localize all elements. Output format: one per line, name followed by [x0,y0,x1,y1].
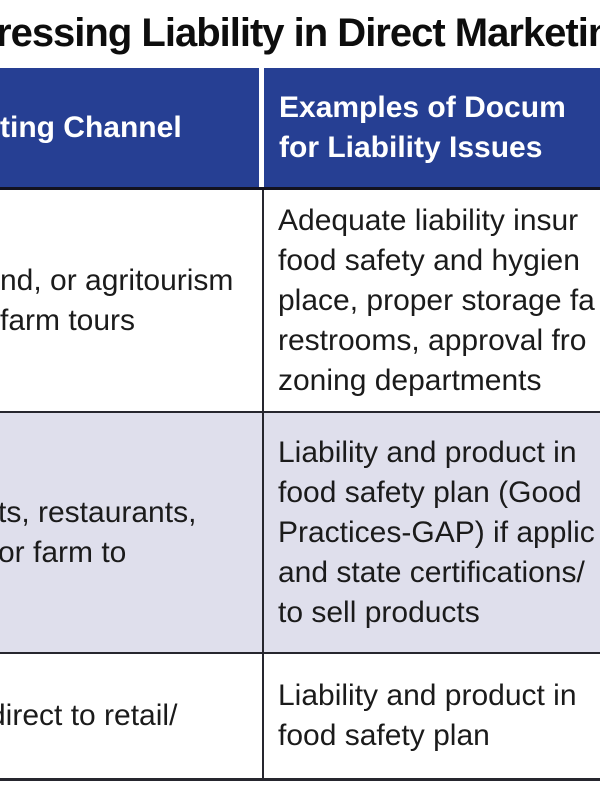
docs-text: and state certifications/ [278,555,585,589]
channel-text: farm tours [0,303,136,337]
header-docs-label-line1: Examples of Docum [279,90,566,124]
docs-text: place, proper storage fa [278,283,595,317]
docs-cell: Liability and product in food safety pla… [262,654,600,778]
docs-cell: Adequate liability insur food safety and… [262,190,600,411]
header-docs-label-line2: for Liability Issues [279,130,543,164]
header-channel-label: ting Channel [0,110,182,144]
docs-cell: Liability and product in food safety pla… [262,413,600,652]
channel-cell: ts, restaurants, or farm to [0,413,262,652]
page-title: ressing Liability in Direct Marketin [0,11,600,55]
channel-cell: nd, or agritourism farm tours [0,190,262,411]
channel-text: ts, restaurants, [0,495,197,529]
docs-text: food safety and hygien [278,243,580,277]
table-row: nd, or agritourism farm tours Adequate l… [0,190,600,413]
docs-text: food safety plan (Good [278,475,582,509]
table-header-row: ting Channel Examples of Docum for Liabi… [0,68,600,190]
channel-text: nd, or agritourism [0,263,234,297]
docs-text: food safety plan [278,719,490,752]
channel-cell: direct to retail/ [0,654,262,778]
docs-text: Liability and product in [278,435,577,469]
docs-text: zoning departments [278,363,542,397]
docs-text: restrooms, approval fro [278,323,587,357]
docs-text: Practices-GAP) if applic [278,515,595,549]
docs-text: Liability and product in [278,679,577,712]
channel-text: direct to retail/ [0,699,178,732]
liability-table: ting Channel Examples of Docum for Liabi… [0,68,600,781]
header-cell-docs: Examples of Docum for Liability Issues [264,68,600,187]
table-row: ts, restaurants, or farm to Liability an… [0,413,600,654]
header-cell-channel: ting Channel [0,68,264,187]
docs-text: Adequate liability insur [278,203,579,237]
table-row: direct to retail/ Liability and product … [0,654,600,781]
docs-text: to sell products [278,595,480,629]
channel-text: or farm to [0,535,127,569]
